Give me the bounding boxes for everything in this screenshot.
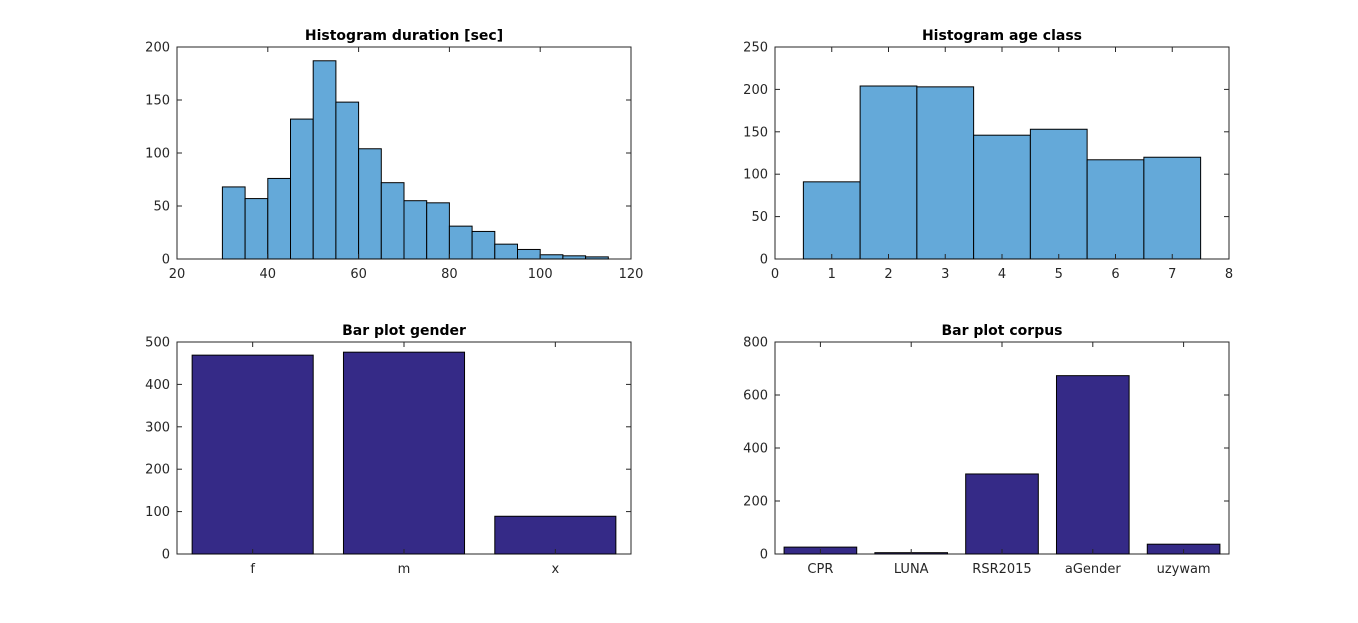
x-tick-label: 120: [619, 267, 644, 282]
x-tick-label: 4: [998, 267, 1006, 282]
chart-title: Histogram age class: [922, 28, 1082, 44]
x-tick-label: CPR: [807, 562, 833, 577]
histogram-bin: [244, 198, 269, 260]
y-tick-label: 0: [162, 253, 170, 268]
x-tick-label: 2: [884, 267, 892, 282]
y-tick-label: 0: [760, 548, 768, 563]
x-tick-label: 20: [169, 267, 186, 282]
histogram-bin: [267, 177, 291, 260]
histogram-bin: [312, 60, 337, 260]
chart-gender-barplot: Bar plot gender 0 100 200 300 400 500 f m x: [145, 323, 632, 577]
x-tick-label: f: [250, 562, 255, 577]
plot-area: 0 50 100 150 200 250 0 1 2 3 4 5 6 7 8: [743, 41, 1233, 283]
x-tick-label: 100: [528, 267, 553, 282]
plot-area: 0 100 200 300 400 500 f m x: [145, 336, 632, 577]
x-tick-label: m: [398, 562, 411, 577]
y-tick-label: 100: [743, 168, 768, 183]
histogram-bin: [973, 134, 1031, 260]
y-tick-label: 250: [743, 41, 768, 56]
bar: [965, 473, 1039, 555]
x-tick-label: aGender: [1065, 562, 1122, 577]
x-tick-label: 7: [1168, 267, 1176, 282]
histogram-bin: [290, 118, 314, 260]
x-tick-label: 0: [771, 267, 779, 282]
histogram-bin: [426, 202, 450, 260]
histogram-bin: [1086, 159, 1145, 260]
y-tick-label: 0: [162, 548, 170, 563]
y-tick-label: 200: [145, 463, 170, 478]
y-tick-label: 400: [145, 378, 170, 393]
histogram-bin: [380, 182, 405, 260]
x-tick-label: uzywam: [1157, 562, 1211, 577]
plot-area: 0 200 400 600 800 CPR LUNA RSR2015 aGender uzywam: [743, 336, 1230, 577]
x-tick-label: 1: [828, 267, 836, 282]
x-tick-label: 5: [1055, 267, 1063, 282]
histogram-bin: [859, 85, 918, 260]
bar: [1055, 375, 1130, 555]
x-tick-label: RSR2015: [972, 562, 1031, 577]
y-tick-label: 400: [743, 442, 768, 457]
y-tick-label: 200: [743, 83, 768, 98]
x-tick-label: 60: [350, 267, 367, 282]
histogram-bin: [1143, 156, 1202, 260]
histogram-bin: [448, 225, 473, 260]
bar: [494, 515, 617, 555]
x-tick-label: 40: [260, 267, 277, 282]
chart-title: Bar plot gender: [342, 323, 466, 339]
chart-duration-histogram: Histogram duration [sec] 0 50 100 150 200 20 4…: [145, 28, 643, 282]
y-tick-label: 300: [145, 420, 170, 435]
histogram-bin: [585, 256, 609, 260]
histogram-bin: [1029, 128, 1088, 260]
x-tick-label: 3: [941, 267, 949, 282]
y-tick-label: 200: [145, 41, 170, 56]
chart-corpus-barplot: Bar plot corpus 0 200 400 600 800 CPR LUNA RSR2…: [743, 323, 1230, 577]
x-tick-label: 80: [441, 267, 458, 282]
x-tick-label: 6: [1111, 267, 1119, 282]
histogram-bin: [562, 255, 587, 260]
y-tick-label: 500: [145, 336, 170, 351]
histogram-bin: [916, 86, 975, 260]
histogram-bin: [517, 248, 541, 260]
histogram-bin: [358, 148, 382, 260]
y-tick-label: 800: [743, 336, 768, 351]
bar: [342, 351, 466, 555]
bar: [191, 354, 314, 555]
y-tick-label: 600: [743, 389, 768, 404]
x-tick-label: 8: [1225, 267, 1233, 282]
x-tick-label: x: [551, 562, 559, 577]
y-tick-label: 100: [145, 147, 170, 162]
y-tick-label: 50: [751, 210, 768, 225]
chart-title: Bar plot corpus: [941, 323, 1062, 339]
histogram-bin: [335, 101, 360, 260]
chart-title: Histogram duration [sec]: [305, 28, 503, 44]
histogram-bin: [403, 200, 428, 260]
y-tick-label: 200: [743, 495, 768, 510]
histogram-bin: [494, 243, 518, 260]
y-tick-label: 150: [145, 94, 170, 109]
x-tick-label: LUNA: [894, 562, 929, 577]
histogram-bin: [221, 186, 246, 260]
chart-age-class-histogram: Histogram age class 0 50 100 150 200 250 0 1 2 3 4…: [743, 28, 1233, 282]
y-tick-label: 50: [153, 200, 170, 215]
plot-area: 0 50 100 150 200 20 40 60 80 100 120: [145, 41, 643, 283]
y-tick-label: 150: [743, 125, 768, 140]
histogram-bin: [802, 181, 861, 260]
y-tick-label: 0: [760, 253, 768, 268]
y-tick-label: 100: [145, 505, 170, 520]
histogram-bin: [539, 254, 564, 260]
histogram-bin: [471, 230, 496, 260]
